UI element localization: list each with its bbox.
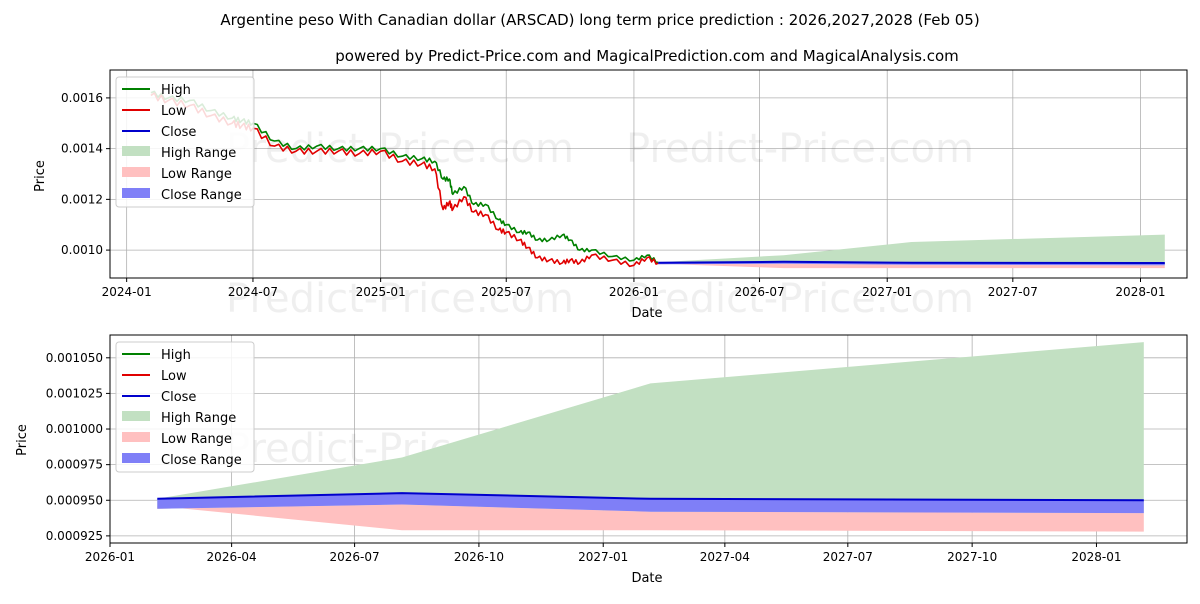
y-tick-label: 0.000925 bbox=[46, 529, 103, 543]
x-tick-label: 2024-07 bbox=[228, 285, 278, 299]
legend-low-range-label: Low Range bbox=[161, 432, 232, 447]
close-forecast-line bbox=[658, 260, 1165, 264]
bottom-y-axis-label: Price bbox=[15, 424, 30, 456]
legend-high-range-label: High Range bbox=[161, 146, 236, 161]
legend-close-range-swatch bbox=[122, 188, 150, 198]
legend-close-range-label: Close Range bbox=[161, 453, 242, 468]
top-series bbox=[150, 90, 1165, 269]
top-watermark-right: Predict-Price.com bbox=[626, 126, 974, 172]
bottom-axis-ticks: 2026-01 2026-04 2026-07 2026-10 2027-01 2027-… bbox=[46, 351, 1122, 564]
low-range-area bbox=[658, 263, 1165, 269]
x-tick-label: 2027-10 bbox=[947, 550, 997, 564]
top-x-axis-label: Date bbox=[631, 306, 662, 321]
high-range-area bbox=[658, 234, 1165, 266]
legend-close-range-label: Close Range bbox=[161, 188, 242, 203]
x-tick-label: 2027-07 bbox=[823, 550, 873, 564]
y-tick-label: 0.000975 bbox=[46, 458, 103, 472]
legend-low-range-swatch bbox=[122, 167, 150, 177]
x-tick-label: 2026-01 bbox=[85, 550, 135, 564]
legend-close-range-swatch bbox=[122, 453, 150, 463]
top-legend: High Low Close High Range Low Range Clos… bbox=[115, 76, 255, 208]
y-tick-label: 0.001025 bbox=[46, 386, 103, 400]
bottom-legend-box bbox=[115, 341, 255, 473]
top-watermark-bottom-right: Predict-Price.com bbox=[626, 276, 974, 322]
chart-subtitle: powered by Predict-Price.com and Magical… bbox=[335, 47, 959, 65]
legend-low-range-label: Low Range bbox=[161, 167, 232, 182]
x-tick-label: 2028-01 bbox=[1115, 285, 1165, 299]
x-tick-label: 2025-07 bbox=[481, 285, 531, 299]
y-tick-label: 0.0012 bbox=[61, 192, 103, 206]
x-tick-label: 2027-07 bbox=[988, 285, 1038, 299]
x-tick-label: 2027-04 bbox=[700, 550, 750, 564]
bottom-chart-panel: Predict-Price.com Predict-Price.com 2026… bbox=[15, 334, 1188, 586]
legend-high-label: High bbox=[161, 83, 191, 98]
high-range-area bbox=[157, 342, 1144, 514]
x-tick-label: 2026-07 bbox=[330, 550, 380, 564]
x-tick-label: 2024-01 bbox=[102, 285, 152, 299]
legend-low-range-swatch bbox=[122, 432, 150, 442]
x-tick-label: 2027-01 bbox=[578, 550, 628, 564]
legend-low-label: Low bbox=[161, 369, 187, 384]
close-range-area bbox=[157, 493, 1144, 514]
x-tick-label: 2026-01 bbox=[609, 285, 659, 299]
legend-high-range-label: High Range bbox=[161, 411, 236, 426]
top-chart-panel: Predict-Price.com Predict-Price.com Pred… bbox=[33, 69, 1188, 322]
legend-low-label: Low bbox=[161, 104, 187, 119]
bottom-series bbox=[157, 342, 1144, 532]
top-watermark-bottom-left: Predict-Price.com bbox=[226, 276, 574, 322]
x-tick-label: 2025-01 bbox=[356, 285, 406, 299]
bottom-legend: High Low Close High Range Low Range Clos… bbox=[115, 341, 255, 473]
x-tick-label: 2026-07 bbox=[734, 285, 784, 299]
low-range-area bbox=[157, 504, 1144, 532]
legend-high-range-swatch bbox=[122, 146, 150, 156]
y-tick-label: 0.000950 bbox=[46, 493, 103, 507]
y-tick-label: 0.001000 bbox=[46, 422, 103, 436]
x-tick-label: 2026-04 bbox=[207, 550, 257, 564]
y-tick-label: 0.0010 bbox=[61, 243, 103, 257]
x-tick-label: 2027-01 bbox=[862, 285, 912, 299]
legend-close-label: Close bbox=[161, 390, 196, 405]
x-tick-label: 2026-10 bbox=[454, 550, 504, 564]
top-legend-box bbox=[115, 76, 255, 208]
top-plot-frame bbox=[109, 69, 1188, 279]
close-forecast-line bbox=[157, 492, 1144, 502]
bottom-plot-frame bbox=[109, 334, 1188, 544]
chart-title: Argentine peso With Canadian dollar (ARS… bbox=[220, 11, 979, 29]
legend-high-label: High bbox=[161, 348, 191, 363]
top-watermark-left: Predict-Price.com bbox=[226, 126, 574, 172]
top-axis-ticks: 2024-01 2024-07 2025-01 2025-07 2026-01 2026-… bbox=[61, 91, 1166, 299]
y-tick-label: 0.0016 bbox=[61, 91, 103, 105]
y-tick-label: 0.0014 bbox=[61, 142, 103, 156]
bottom-x-axis-label: Date bbox=[631, 571, 662, 586]
legend-close-label: Close bbox=[161, 125, 196, 140]
legend-high-range-swatch bbox=[122, 411, 150, 421]
x-tick-label: 2028-01 bbox=[1071, 550, 1121, 564]
top-y-axis-label: Price bbox=[33, 160, 48, 192]
y-tick-label: 0.001050 bbox=[46, 351, 103, 365]
